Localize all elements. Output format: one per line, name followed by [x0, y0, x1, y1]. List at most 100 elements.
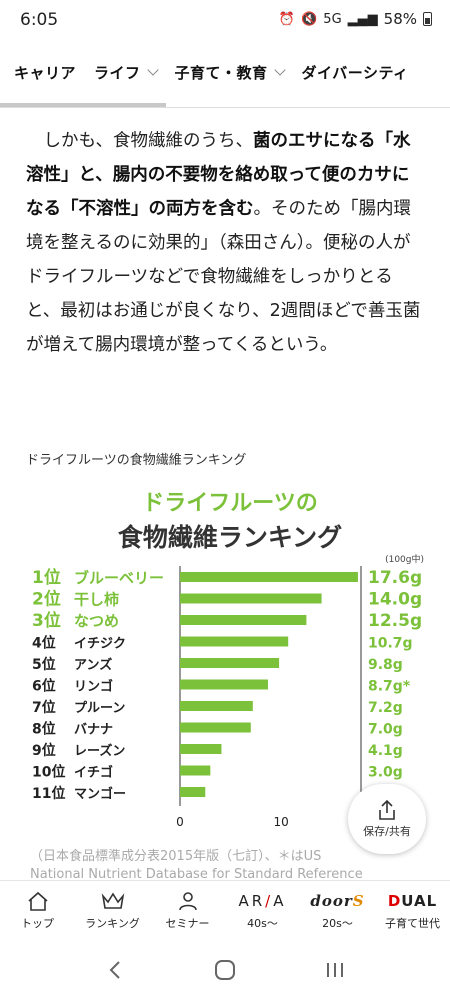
bar	[180, 765, 211, 776]
value-label: 7.2g	[368, 700, 403, 716]
category-label: 干し柿	[74, 591, 119, 609]
back-button[interactable]	[95, 950, 135, 990]
bottom-nav-dual[interactable]: DUAL 子育て世代	[375, 881, 450, 940]
rank-label: 8位	[32, 721, 56, 738]
chevron-down-icon	[146, 64, 159, 76]
x-tick-label: 0	[176, 815, 184, 829]
category-label: プルーン	[74, 701, 125, 716]
bottom-nav: トップ ランキング セミナー AR/A 40s〜 doorS 20s〜 DUAL…	[0, 880, 450, 940]
chart-title-line2: 食物繊維ランキング	[118, 523, 342, 552]
bottom-nav-aria[interactable]: AR/A 40s〜	[225, 881, 300, 940]
system-nav-bar	[0, 940, 450, 1000]
value-label: 10.7g	[368, 636, 413, 652]
status-time: 6:05	[20, 10, 59, 30]
crown-icon	[101, 892, 124, 909]
source-line: （日本食品標準成分表2015年版（七訂）、＊はUS	[30, 849, 322, 864]
article-text: しかも、食物繊維のうち、	[43, 131, 253, 151]
chart-title-line1: ドライフルーツの	[142, 491, 318, 516]
value-label: 14.0g	[368, 590, 422, 610]
home-circle-icon	[215, 960, 235, 980]
value-label: 3.0g	[368, 765, 403, 781]
battery-percent: 58%	[383, 10, 417, 28]
bottom-nav-label: セミナー	[165, 917, 210, 930]
bar	[180, 572, 358, 582]
network-label: 5G	[323, 11, 342, 27]
share-icon	[379, 799, 395, 820]
bottom-nav-label: 40s〜	[247, 917, 278, 930]
category-label: ブルーベリー	[74, 569, 164, 587]
category-label: イチジク	[74, 637, 126, 652]
rank-label: 10位	[32, 764, 65, 781]
category-label: アンズ	[74, 657, 112, 673]
nav-item-parenting[interactable]: 子育て・教育	[174, 62, 286, 83]
value-label: 17.6g	[368, 568, 422, 588]
bar	[180, 636, 289, 647]
bar	[180, 744, 222, 754]
nav-item-diversity[interactable]: ダイバーシティ	[302, 62, 409, 83]
nav-item-life[interactable]: ライフ	[94, 62, 159, 83]
status-icons: ⏰ 🔇 5G ▂▄▆ 58%	[279, 10, 432, 28]
nav-item-career[interactable]: キャリア	[14, 62, 76, 83]
home-button[interactable]	[205, 950, 245, 990]
bottom-nav-label: 子育て世代	[385, 917, 440, 930]
category-label: なつめ	[74, 612, 119, 630]
x-tick-label: 10	[273, 815, 288, 829]
bar	[180, 701, 253, 711]
bottom-nav-ranking[interactable]: ランキング	[75, 881, 150, 940]
nav-scroll-indicator	[0, 103, 166, 107]
fiber-ranking-chart: ドライフルーツの食物繊維ランキング (100g中) 1位 ブルーベリー 17.6g 2位干…	[18, 480, 432, 840]
bar	[180, 722, 251, 733]
seminar-icon	[178, 892, 197, 911]
figure-caption: ドライフルーツの食物繊維ランキング	[26, 453, 247, 468]
bar	[180, 679, 268, 690]
back-icon	[109, 961, 120, 979]
mute-icon: 🔇	[301, 11, 318, 27]
aria-logo: AR/A	[238, 892, 287, 910]
category-label: イチゴ	[74, 765, 113, 781]
article-text: 。そのため「腸内環境を整えるのに効果的」（森田さん）。便秘の人がドライフルーツな…	[26, 199, 421, 355]
rank-label: 5位	[32, 656, 56, 673]
chevron-down-icon	[273, 64, 286, 76]
bottom-nav-seminar[interactable]: セミナー	[150, 881, 225, 940]
article-bold-text: 菌のエサになる「水溶性」と、腸内の不要物を絡め取って便のカサになる「不溶性」の両…	[26, 131, 411, 219]
home-icon	[27, 891, 48, 911]
source-text: （日本食品標準成分表2015年版（七訂）、＊はUS National Nutri…	[30, 848, 430, 884]
chart-unit-note: (100g中)	[385, 553, 424, 565]
signal-icon: ▂▄▆	[347, 11, 378, 27]
category-label: マンゴー	[74, 786, 126, 802]
doors-logo: doorS	[310, 892, 365, 910]
recents-button[interactable]	[315, 950, 355, 990]
rank-label: 4位	[32, 635, 56, 652]
rank-label: 11位	[32, 785, 65, 802]
bar	[180, 658, 280, 668]
bottom-nav-label: 20s〜	[322, 917, 353, 930]
category-label: リンゴ	[74, 679, 113, 695]
recents-icon	[327, 963, 343, 977]
value-label: 12.5g	[368, 611, 422, 631]
rank-label: 3位	[32, 610, 61, 631]
article-paragraph: しかも、食物繊維のうち、菌のエサになる「水溶性」と、腸内の不要物を絡め取って便の…	[26, 124, 426, 362]
bottom-nav-label: ランキング	[85, 917, 140, 930]
bottom-nav-label: トップ	[21, 917, 54, 930]
nav-item-label: キャリア	[14, 63, 77, 82]
category-label: レーズン	[74, 743, 125, 759]
category-nav: キャリア ライフ 子育て・教育 ダイバーシティ	[0, 40, 450, 108]
bottom-nav-top[interactable]: トップ	[0, 881, 75, 940]
alarm-icon: ⏰	[278, 11, 296, 27]
source-line: National Nutrient Database for Standard …	[30, 867, 363, 882]
value-label: 7.0g	[368, 722, 403, 738]
bar	[180, 593, 322, 604]
rank-label: 7位	[32, 699, 56, 716]
value-label: 9.8g	[368, 657, 403, 673]
rank-label: 6位	[32, 678, 56, 695]
share-button[interactable]: 保存/共有	[348, 784, 426, 854]
chart-svg: ドライフルーツの食物繊維ランキング (100g中) 1位 ブルーベリー 17.6g 2位干…	[32, 491, 424, 829]
bottom-nav-doors[interactable]: doorS 20s〜	[300, 881, 375, 940]
dual-logo: DUAL	[387, 892, 438, 910]
category-label: バナナ	[74, 723, 113, 738]
rank-label: 2位	[32, 589, 61, 610]
rank-label: 1位	[32, 567, 61, 588]
nav-item-label: ライフ	[94, 63, 141, 82]
share-label: 保存/共有	[363, 825, 411, 838]
nav-item-label: 子育て・教育	[174, 63, 268, 82]
